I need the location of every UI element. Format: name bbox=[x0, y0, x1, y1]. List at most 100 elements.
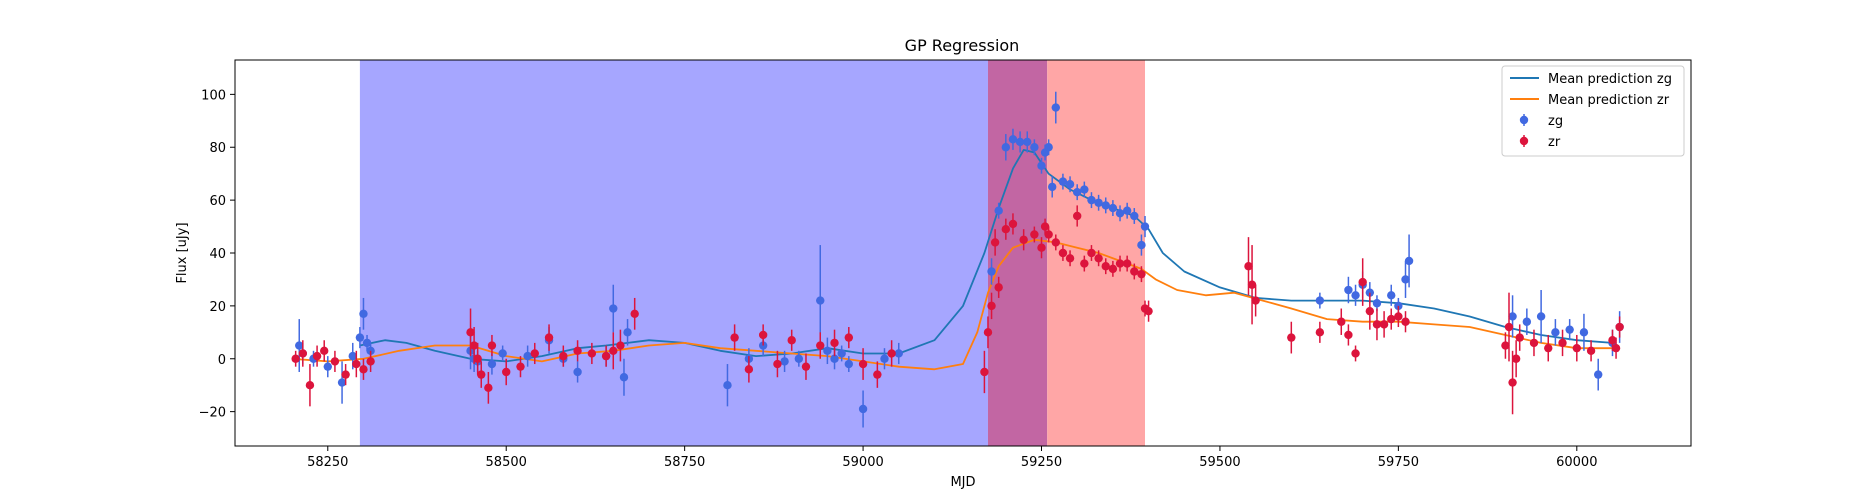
data-point bbox=[477, 370, 486, 379]
data-point bbox=[873, 370, 882, 379]
data-point bbox=[1404, 256, 1414, 266]
data-point bbox=[1244, 262, 1253, 271]
data-point bbox=[1387, 291, 1396, 300]
data-point bbox=[1586, 346, 1596, 356]
data-point bbox=[1108, 203, 1118, 213]
x-tick-label: 59500 bbox=[1199, 455, 1240, 470]
data-point bbox=[1365, 306, 1375, 316]
data-point bbox=[780, 357, 789, 366]
data-point bbox=[1051, 238, 1060, 247]
legend-swatch bbox=[1519, 115, 1529, 125]
data-point bbox=[516, 362, 525, 371]
data-point bbox=[630, 309, 639, 319]
data-point bbox=[1030, 230, 1039, 239]
legend-box bbox=[1501, 65, 1685, 157]
data-point bbox=[1015, 137, 1025, 147]
data-point bbox=[987, 301, 996, 311]
data-point bbox=[1019, 235, 1028, 244]
y-axis-label: Flux [uJy] bbox=[175, 222, 190, 283]
y-tick-label: 20 bbox=[209, 300, 226, 315]
data-point bbox=[320, 346, 329, 356]
data-point bbox=[1401, 275, 1410, 284]
data-point bbox=[1030, 143, 1039, 152]
data-point bbox=[1344, 330, 1353, 340]
data-point bbox=[816, 296, 825, 305]
data-point bbox=[887, 349, 896, 358]
data-point bbox=[359, 309, 368, 319]
data-point bbox=[1094, 254, 1103, 263]
data-point bbox=[1140, 222, 1150, 231]
data-point bbox=[787, 336, 796, 345]
data-point bbox=[894, 349, 903, 358]
data-point bbox=[1101, 262, 1110, 271]
points-zr bbox=[291, 205, 1624, 415]
data-point bbox=[1501, 341, 1510, 350]
data-point bbox=[1001, 143, 1011, 152]
data-point bbox=[487, 359, 497, 369]
data-point bbox=[1130, 267, 1139, 276]
data-point bbox=[1579, 328, 1589, 337]
data-point bbox=[1522, 317, 1532, 326]
x-axis-label: MJD bbox=[950, 475, 975, 490]
data-point bbox=[362, 338, 372, 348]
data-point bbox=[1379, 320, 1389, 329]
data-point bbox=[305, 380, 315, 390]
data-point bbox=[816, 341, 825, 350]
prediction-lines bbox=[292, 148, 1613, 371]
data-point bbox=[1529, 338, 1539, 348]
data-point bbox=[1072, 187, 1082, 197]
y-tick-label: 100 bbox=[201, 88, 226, 103]
data-point bbox=[559, 351, 568, 361]
legend-label: zr bbox=[1548, 135, 1561, 150]
data-point bbox=[544, 333, 554, 342]
data-point bbox=[1544, 343, 1553, 353]
data-point bbox=[1372, 299, 1382, 308]
data-point bbox=[758, 330, 768, 340]
data-point bbox=[609, 304, 618, 313]
data-point bbox=[1122, 206, 1132, 215]
data-point bbox=[744, 365, 754, 374]
data-point bbox=[1287, 333, 1296, 342]
data-point bbox=[1511, 354, 1521, 363]
data-point bbox=[844, 333, 854, 342]
data-point bbox=[298, 349, 308, 358]
x-tick-label: 58500 bbox=[486, 455, 527, 470]
data-point bbox=[573, 367, 582, 377]
data-point bbox=[1037, 243, 1046, 252]
y-axis: −20 0 20 40 60 80 100 bbox=[199, 88, 235, 421]
data-point bbox=[484, 383, 493, 393]
data-point bbox=[1572, 343, 1582, 353]
chart-title: GP Regression bbox=[905, 36, 1020, 55]
data-point bbox=[1247, 280, 1257, 289]
data-point bbox=[880, 354, 889, 363]
data-point bbox=[1080, 259, 1089, 268]
data-point bbox=[830, 354, 839, 363]
legend-label: zg bbox=[1548, 114, 1563, 129]
data-point bbox=[1611, 343, 1621, 353]
data-point bbox=[844, 359, 854, 369]
data-point bbox=[1051, 103, 1060, 112]
data-point bbox=[1087, 248, 1096, 258]
shaded-regions bbox=[359, 60, 1145, 446]
data-point bbox=[1394, 312, 1403, 321]
data-point bbox=[830, 338, 839, 348]
data-point bbox=[1144, 306, 1153, 316]
data-point bbox=[366, 357, 375, 366]
data-point bbox=[1044, 230, 1053, 239]
data-point bbox=[1072, 211, 1082, 221]
data-point bbox=[1044, 143, 1053, 152]
legend: Mean prediction zg Mean prediction zr zg zr bbox=[1501, 65, 1685, 157]
data-point bbox=[837, 349, 846, 358]
data-point bbox=[1137, 269, 1146, 279]
y-tick-label: 40 bbox=[209, 247, 226, 262]
data-point bbox=[1008, 135, 1018, 144]
legend-label: Mean prediction zg bbox=[1548, 72, 1672, 87]
data-point bbox=[730, 333, 739, 342]
data-point bbox=[573, 346, 582, 356]
data-point bbox=[1251, 296, 1260, 305]
data-point bbox=[1065, 254, 1075, 263]
data-point bbox=[858, 359, 868, 369]
data-points bbox=[291, 91, 1624, 428]
